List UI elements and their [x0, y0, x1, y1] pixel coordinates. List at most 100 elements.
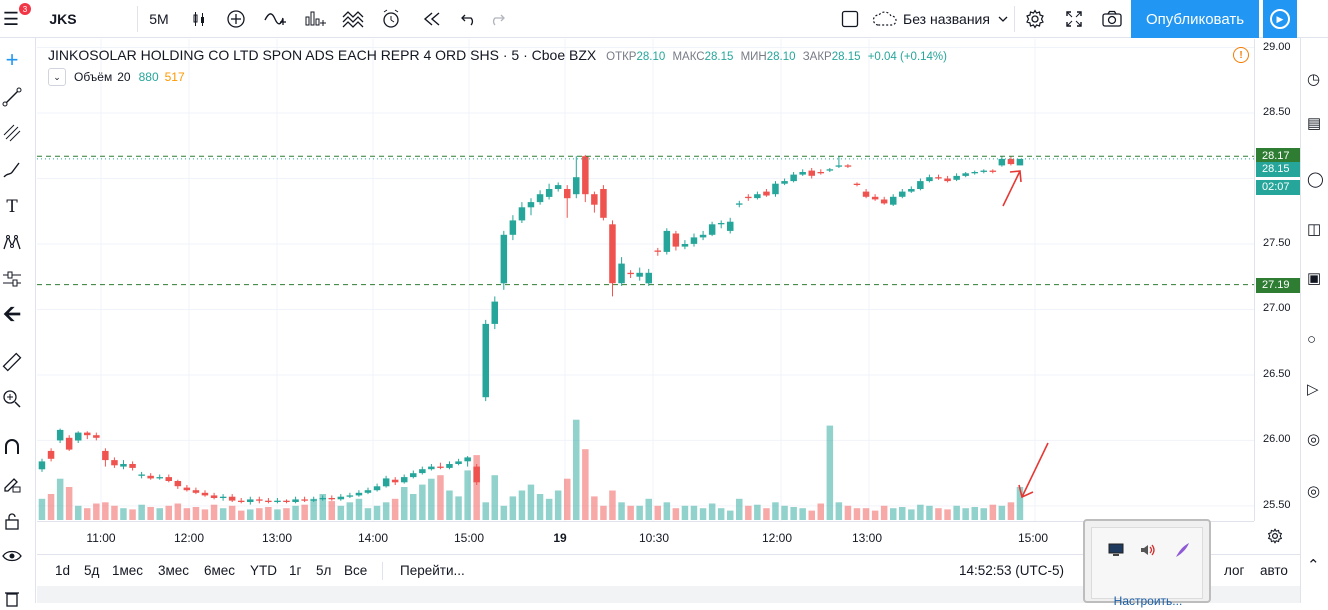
chat-icon[interactable]: ○ [1307, 330, 1317, 348]
volume-bar [808, 510, 815, 520]
lock-pencil-icon[interactable] [0, 472, 24, 496]
clock[interactable]: 14:52:53 (UTC-5) [959, 563, 1065, 578]
redo-icon [492, 14, 505, 26]
financials-button[interactable] [300, 0, 330, 38]
data-error-icon[interactable]: ! [1233, 47, 1249, 63]
templates-button[interactable] [338, 0, 368, 38]
candle-body [962, 173, 969, 176]
chevron-up-icon[interactable]: ⌃ [1307, 557, 1320, 574]
goto-date-button[interactable]: Перейти... [400, 563, 465, 578]
save-layout-button[interactable]: Без названия [872, 0, 1012, 38]
data-window-icon[interactable]: ◫ [1307, 221, 1322, 238]
volume-bar [265, 507, 272, 520]
candle-body [310, 499, 317, 501]
candles-chart-type-button[interactable] [186, 0, 212, 38]
crosshair-icon[interactable]: + [5, 47, 19, 72]
volume-label: Объём [74, 70, 113, 84]
range-1y-button[interactable]: 1г [289, 563, 302, 578]
compare-button[interactable] [222, 0, 250, 38]
range-1m-button[interactable]: 1мес [112, 563, 144, 578]
customize-link[interactable]: Настроить... [1113, 594, 1183, 608]
undo-button[interactable] [456, 0, 482, 38]
trend-line-icon[interactable] [0, 85, 24, 109]
indicators-button[interactable] [260, 0, 290, 38]
templates-icon [342, 11, 364, 28]
interval-button[interactable]: 5M [149, 11, 169, 27]
candle-body [428, 466, 435, 470]
alerts-list-icon[interactable]: ▣ [1307, 270, 1322, 287]
settings-button[interactable] [1021, 0, 1049, 38]
collapse-legend-button[interactable]: ⌄ [48, 68, 66, 86]
brush-icon[interactable] [0, 158, 24, 182]
candle-body [156, 477, 163, 479]
publish-button[interactable]: Опубликовать [1131, 0, 1259, 38]
arrow-left-icon[interactable]: 🡨 [3, 301, 21, 326]
candle-body [319, 498, 326, 500]
range-3m-button[interactable]: 3мес [158, 563, 190, 578]
candle-body [645, 272, 652, 284]
speaker-icon[interactable] [1138, 542, 1158, 558]
candle-body [926, 177, 933, 182]
magnet-icon[interactable] [0, 435, 24, 459]
candle-body [935, 177, 942, 179]
text-tool-icon[interactable]: T [6, 197, 18, 217]
annotation-arrow [1018, 442, 1049, 499]
ideas-icon[interactable]: ◯ [1307, 171, 1324, 188]
volume-bar [201, 509, 209, 520]
range-6m-button[interactable]: 6мес [204, 563, 236, 578]
volume-bar [654, 505, 661, 520]
multi-layout-button[interactable] [836, 0, 864, 38]
range-ytd-button[interactable]: YTD [250, 563, 277, 578]
price-axis[interactable]: 29.00 28.50 27.50 27.00 26.50 26.00 25.50 28.17… [1254, 39, 1300, 521]
candle-body [899, 191, 906, 197]
pitchfork-icon[interactable] [0, 121, 24, 145]
notifications-icon[interactable]: ◎ [1307, 431, 1321, 448]
monitor-icon[interactable] [1106, 542, 1126, 558]
candle-body [84, 432, 91, 436]
prediction-icon[interactable] [0, 267, 24, 291]
snapshot-button[interactable] [1098, 0, 1126, 38]
watchlist-icon[interactable]: ◷ [1307, 71, 1321, 88]
calendar-icon[interactable]: ▤ [1307, 115, 1322, 132]
feather-pen-icon[interactable] [1172, 542, 1192, 558]
range-1d-button[interactable]: 1d [55, 563, 71, 578]
volume-bar [727, 510, 734, 520]
stream-button[interactable]: ▶ [1263, 0, 1297, 38]
eye-icon[interactable] [0, 544, 24, 568]
pattern-icon[interactable] [0, 231, 24, 255]
lock-icon[interactable] [0, 509, 24, 533]
volume-bar [47, 494, 55, 520]
bar-replay-button[interactable] [418, 0, 446, 38]
range-5y-button[interactable]: 5л [316, 563, 332, 578]
volume-bar [38, 498, 46, 520]
candle-body [518, 207, 526, 221]
axis-settings-button[interactable] [1267, 528, 1285, 546]
range-5d-button[interactable]: 5д [84, 563, 100, 578]
candle-body [536, 194, 544, 203]
symbol-search-button[interactable]: JKS [49, 11, 77, 27]
log-scale-button[interactable]: лог [1224, 563, 1245, 578]
help-icon[interactable]: ◎ [1307, 483, 1321, 500]
candle-body [93, 435, 100, 438]
trash-icon[interactable] [0, 586, 24, 610]
alert-button[interactable] [378, 0, 406, 38]
fullscreen-button[interactable] [1060, 0, 1088, 38]
candle-body [844, 165, 852, 167]
auto-scale-button[interactable]: авто [1260, 563, 1288, 578]
volume-bar [618, 502, 625, 520]
price-chart[interactable] [37, 39, 1254, 521]
candle-body [410, 473, 417, 478]
zoom-in-icon[interactable] [0, 387, 24, 411]
ruler-icon[interactable] [0, 350, 24, 374]
price-axis-label: 28.50 [1263, 106, 1291, 119]
main-menu-button[interactable]: ☰ [0, 0, 22, 38]
fullscreen-icon [1066, 11, 1082, 27]
time-axis[interactable]: 11:00 12:00 13:00 14:00 15:00 19 10:30 12:00 13:… [37, 521, 1283, 553]
range-all-button[interactable]: Все [344, 563, 368, 578]
volume-bar [65, 487, 73, 520]
volume-bar [219, 508, 227, 520]
volume-bar [410, 494, 417, 520]
streams-icon[interactable]: ▷ [1307, 381, 1319, 398]
redo-button[interactable] [484, 0, 510, 38]
candle-body [373, 486, 381, 491]
